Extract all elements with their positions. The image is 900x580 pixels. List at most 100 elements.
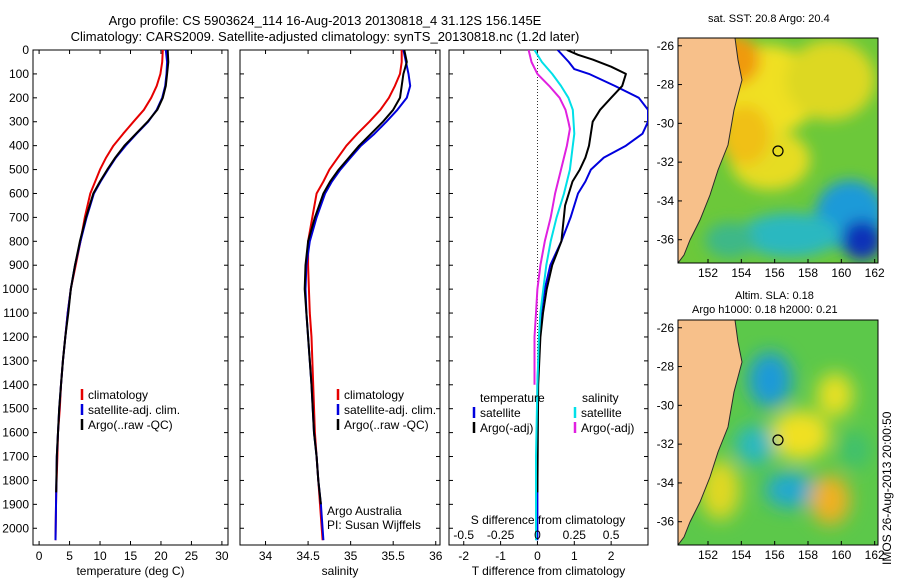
figure-title-line2: Climatology: CARS2009. Satellite-adjuste…	[70, 29, 580, 44]
temperature-xtick-label: 25	[185, 549, 199, 563]
temperature-xtick-label: 30	[215, 549, 229, 563]
map-longitude-label: 160	[831, 548, 851, 562]
legend-title-temperature: temperature	[480, 391, 545, 405]
figure-title-line1: Argo profile: CS 5903624_114 16-Aug-2013…	[108, 13, 542, 28]
difference-series-group	[527, 50, 648, 541]
legend-label-temperature: satellite	[480, 406, 521, 420]
map-latitude-label: -34	[657, 476, 675, 490]
map-latitude-label: -28	[657, 360, 675, 374]
depth-tick-label: 1500	[2, 402, 29, 416]
temperature-xtick-label: 20	[154, 549, 168, 563]
temperature-series-group	[54, 50, 170, 541]
map-latitude-label: -30	[657, 116, 675, 130]
salinity-difference-tick-label: 0	[534, 528, 541, 542]
depth-tick-label: 1100	[3, 306, 29, 320]
argo-australia-annotation: PI: Susan Wijffels	[327, 518, 421, 532]
legend-label-salinity: Argo(..raw -QC)	[344, 418, 429, 432]
map-longitude-label: 160	[831, 266, 851, 280]
salinity-x-axis-label: salinity	[322, 564, 359, 578]
depth-tick-label: 0	[22, 43, 29, 57]
legend-label-temperature: Argo(..raw -QC)	[88, 418, 173, 432]
difference-xtick-label: 2	[608, 549, 615, 563]
salinity-xtick-label: 35.5	[382, 549, 406, 563]
map-longitude-label: 158	[798, 548, 818, 562]
depth-tick-label: 900	[9, 258, 29, 272]
sla-map-title-line1: Altim. SLA: 0.18	[735, 290, 814, 302]
difference-xtick-label: 0	[534, 549, 541, 563]
difference-line-temperature-argo-adj	[536, 50, 627, 493]
depth-tick-label: 700	[9, 210, 29, 224]
legend-label-salinity: Argo(-adj)	[581, 421, 634, 435]
map-longitude-label: 154	[731, 548, 751, 562]
argo-australia-annotation: Argo Australia	[327, 504, 402, 518]
chart-layer: 0100200300400500600700800900100011001200…	[2, 39, 885, 578]
map-longitude-label: 162	[865, 266, 885, 280]
depth-tick-label: 1200	[2, 330, 29, 344]
map-longitude-label: 152	[698, 266, 718, 280]
depth-tick-label: 300	[9, 115, 29, 129]
salinity-xtick-label: 34.5	[296, 549, 320, 563]
map-longitude-label: 162	[865, 548, 885, 562]
legend-title-salinity: salinity	[582, 391, 619, 405]
map-latitude-label: -32	[657, 155, 675, 169]
salinity-series-group	[303, 50, 412, 541]
difference-xtick-label: -2	[458, 549, 469, 563]
depth-tick-label: 400	[9, 139, 29, 153]
salinity-xtick-label: 36	[429, 549, 443, 563]
sla-map	[678, 320, 878, 545]
difference-axes-box	[448, 49, 649, 546]
depth-tick-label: 600	[9, 186, 29, 200]
depth-tick-label: 1800	[2, 473, 29, 487]
difference-xtick-label: -1	[495, 549, 506, 563]
temperature-xtick-label: 0	[36, 549, 43, 563]
sla-map-title-line2: Argo h1000: 0.18 h2000: 0.21	[692, 304, 838, 316]
map-longitude-label: 154	[731, 266, 751, 280]
sst-map-title: sat. SST: 20.8 Argo: 20.4	[708, 13, 830, 25]
map-latitude-label: -36	[657, 233, 675, 247]
difference-x-axis-label: T difference from climatology	[472, 564, 626, 578]
salinity-difference-tick-label: 0.5	[603, 528, 620, 542]
map-latitude-label: -34	[657, 194, 675, 208]
temperature-line-argo-raw-qc	[55, 50, 170, 493]
map-longitude-label: 156	[765, 548, 785, 562]
legend-label-temperature: Argo(-adj)	[480, 421, 533, 435]
depth-tick-label: 2000	[2, 521, 29, 535]
map-latitude-label: -28	[657, 78, 675, 92]
map-latitude-label: -32	[657, 437, 675, 451]
map-longitude-label: 156	[765, 266, 785, 280]
difference-line-salinity-argo-adj	[527, 50, 571, 385]
difference-line-salinity-satellite	[533, 50, 576, 541]
map-latitude-label: -30	[657, 398, 675, 412]
salinity-difference-tick-label: 0.25	[563, 528, 587, 542]
salinity-axes-box	[239, 49, 441, 546]
depth-tick-label: 500	[9, 163, 29, 177]
depth-tick-label: 1300	[2, 354, 29, 368]
sla-argo-location-marker	[772, 434, 784, 446]
sst-argo-location-marker	[772, 145, 784, 157]
salinity-difference-tick-label: -0.25	[487, 528, 515, 542]
sst-map	[678, 38, 878, 263]
salinity-difference-axis-label: S difference from climatology	[471, 513, 626, 527]
depth-tick-label: 800	[9, 234, 29, 248]
legend-label-salinity: satellite	[581, 406, 622, 420]
salinity-xtick-label: 35	[344, 549, 358, 563]
depth-tick-label: 200	[9, 91, 29, 105]
salinity-line-argo-raw-qc	[303, 50, 408, 505]
salinity-xtick-label: 34	[259, 549, 273, 563]
depth-tick-label: 1700	[2, 450, 29, 464]
depth-tick-label: 1400	[2, 378, 29, 392]
legend-label-temperature: climatology	[88, 388, 148, 402]
map-latitude-label: -36	[657, 515, 675, 529]
map-longitude-label: 152	[698, 548, 718, 562]
legend-label-salinity: satellite-adj. clim.	[344, 403, 436, 417]
map-latitude-label: -26	[657, 39, 675, 53]
depth-tick-label: 1000	[2, 282, 29, 296]
legend-label-temperature: satellite-adj. clim.	[88, 403, 180, 417]
legend-label-salinity: climatology	[344, 388, 404, 402]
temperature-xtick-label: 5	[66, 549, 73, 563]
depth-tick-label: 100	[9, 67, 29, 81]
depth-tick-label: 1900	[2, 497, 29, 511]
difference-xtick-label: 1	[571, 549, 578, 563]
temperature-xtick-label: 10	[93, 549, 107, 563]
